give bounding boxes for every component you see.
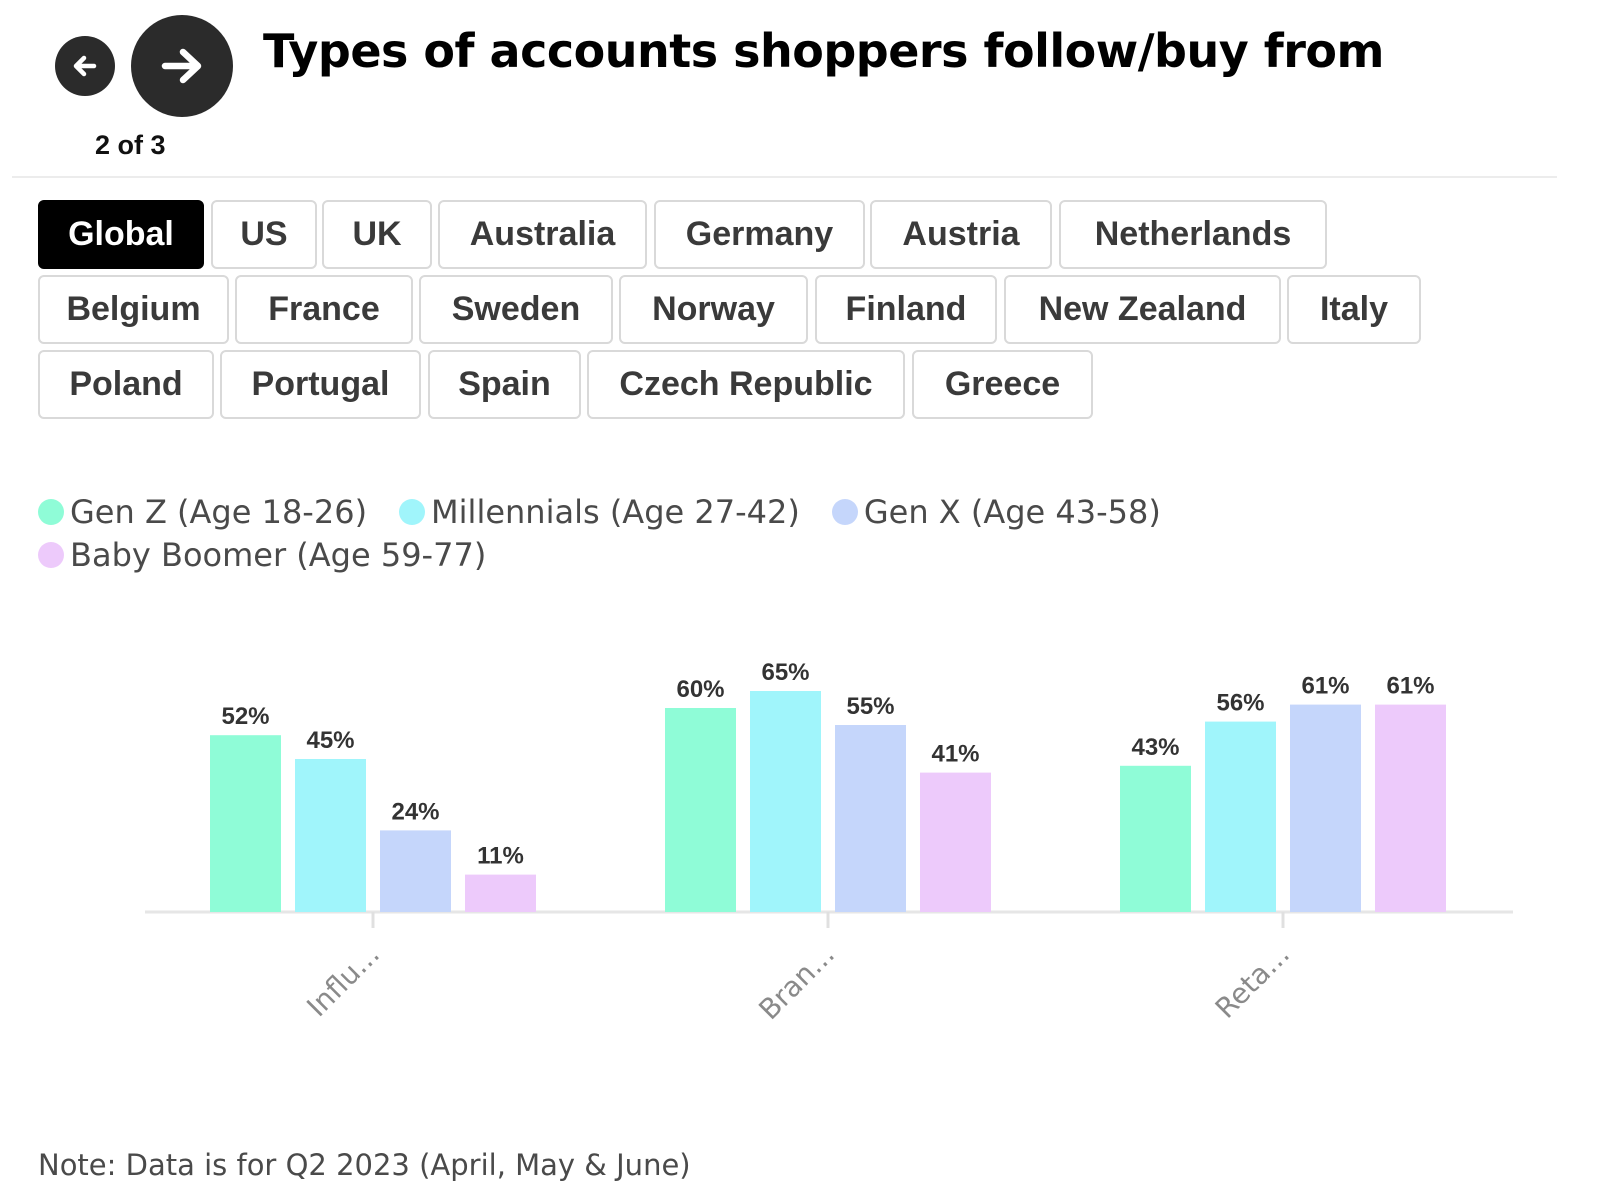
legend-swatch <box>38 498 64 525</box>
legend-item: Gen Z (Age 18-26) <box>38 493 367 531</box>
bar <box>1120 765 1191 912</box>
bar <box>210 735 281 912</box>
tab-us[interactable]: US <box>211 200 317 269</box>
arrow-right-icon <box>161 48 202 84</box>
data-label: 55% <box>846 693 894 720</box>
tab-france[interactable]: France <box>235 275 413 344</box>
tab-sweden[interactable]: Sweden <box>419 275 613 344</box>
tab-new-zealand[interactable]: New Zealand <box>1004 275 1281 344</box>
tab-italy[interactable]: Italy <box>1287 275 1421 344</box>
tab-germany[interactable]: Germany <box>654 200 865 269</box>
data-label: 52% <box>221 703 269 730</box>
data-label: 41% <box>931 741 979 768</box>
next-button[interactable] <box>131 15 233 117</box>
tab-poland[interactable]: Poland <box>38 350 214 419</box>
tab-austria[interactable]: Austria <box>870 200 1052 269</box>
legend-swatch <box>831 498 858 525</box>
data-label: 45% <box>306 727 354 754</box>
legend-label: Gen Z (Age 18-26) <box>70 492 368 531</box>
legend-swatch <box>399 498 426 525</box>
bar <box>920 772 991 912</box>
legend-item: Millennials (Age 27-42) <box>399 493 800 531</box>
bar <box>1290 704 1361 912</box>
data-label: 61% <box>1301 673 1349 700</box>
data-label: 11% <box>477 843 524 870</box>
bar <box>835 725 906 912</box>
legend-swatch <box>38 541 64 568</box>
tab-belgium[interactable]: Belgium <box>38 275 229 344</box>
legend-label: Gen X (Age 43-58) <box>863 492 1161 531</box>
legend-item: Baby Boomer (Age 59-77) <box>38 536 486 574</box>
x-tick-label: Bran... <box>752 938 841 1027</box>
tab-czech-republic[interactable]: Czech Republic <box>587 350 905 419</box>
bar <box>465 874 536 912</box>
chart-legend: Gen Z (Age 18-26) Millennials (Age 27-42… <box>38 490 1338 576</box>
bar <box>750 691 821 912</box>
legend-label: Baby Boomer (Age 59-77) <box>70 535 487 574</box>
header-divider <box>12 176 1557 178</box>
legend-item: Gen X (Age 43-58) <box>831 492 1161 531</box>
legend-label: Millennials (Age 27-42) <box>431 492 800 531</box>
tab-global[interactable]: Global <box>38 200 204 269</box>
tab-uk[interactable]: UK <box>322 200 432 269</box>
data-label: 56% <box>1216 690 1264 717</box>
bar <box>1375 704 1446 912</box>
arrow-left-icon <box>73 55 97 77</box>
bar <box>295 759 366 912</box>
bar <box>380 830 451 912</box>
data-label: 61% <box>1386 673 1434 700</box>
bar-chart: 52% 45% 24% 11% Influ... 60% 65% 55% 41% Bran... 4… <box>145 659 1513 1027</box>
page-counter: 2 of 3 <box>95 130 166 160</box>
tab-norway[interactable]: Norway <box>619 275 808 344</box>
bar <box>1205 721 1276 912</box>
bar <box>665 708 736 912</box>
tab-netherlands[interactable]: Netherlands <box>1059 200 1327 269</box>
x-tick-label: Influ... <box>300 938 386 1024</box>
data-label: 60% <box>676 676 724 703</box>
page-title: Types of accounts shoppers follow/buy fr… <box>263 24 1384 78</box>
tab-greece[interactable]: Greece <box>912 350 1093 419</box>
data-label: 65% <box>761 659 809 686</box>
tab-australia[interactable]: Australia <box>438 200 647 269</box>
tab-spain[interactable]: Spain <box>428 350 581 419</box>
data-note: Note: Data is for Q2 2023 (April, May & … <box>38 1148 691 1182</box>
data-label: 43% <box>1131 734 1179 761</box>
previous-button[interactable] <box>55 36 115 96</box>
x-tick-label: Reta... <box>1209 938 1296 1025</box>
data-label: 24% <box>391 798 439 825</box>
tab-finland[interactable]: Finland <box>815 275 997 344</box>
tab-portugal[interactable]: Portugal <box>220 350 421 419</box>
